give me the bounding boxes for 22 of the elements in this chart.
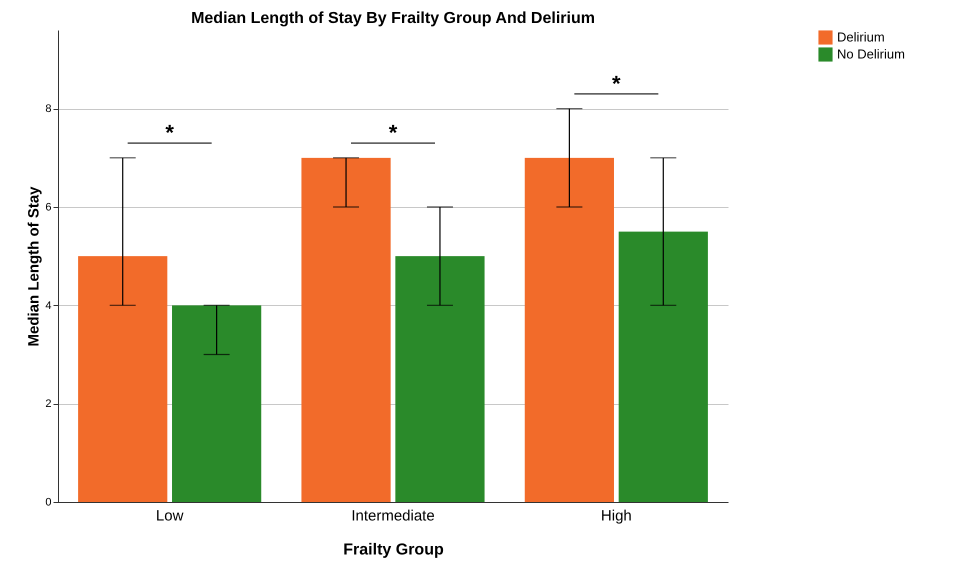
bar: [78, 256, 168, 502]
x-axis-title: Frailty Group: [343, 542, 444, 558]
x-tick-label: Intermediate: [351, 508, 435, 524]
y-tick-label: 0: [45, 496, 52, 508]
x-tick-label: High: [600, 508, 632, 524]
annotation: *: [388, 120, 398, 146]
x-tick-label: Low: [156, 508, 184, 524]
bar: [301, 158, 391, 502]
annotation: *: [612, 70, 622, 96]
legend-label: No Delirium: [837, 46, 905, 62]
y-tick-label: 6: [45, 202, 52, 214]
bar: [395, 256, 485, 502]
chart-title: Median Length of Stay By Frailty Group And Delirium: [191, 10, 595, 27]
bar: [524, 158, 614, 502]
bar: [172, 305, 262, 502]
y-axis-title: Median Length of Stay: [25, 186, 42, 347]
bar: [618, 232, 708, 502]
legend-label: Delirium: [837, 30, 885, 44]
y-tick-label: 2: [45, 398, 52, 410]
y-tick-label: 8: [45, 103, 52, 116]
annotation: *: [165, 120, 174, 146]
y-tick-label: 4: [45, 300, 52, 312]
